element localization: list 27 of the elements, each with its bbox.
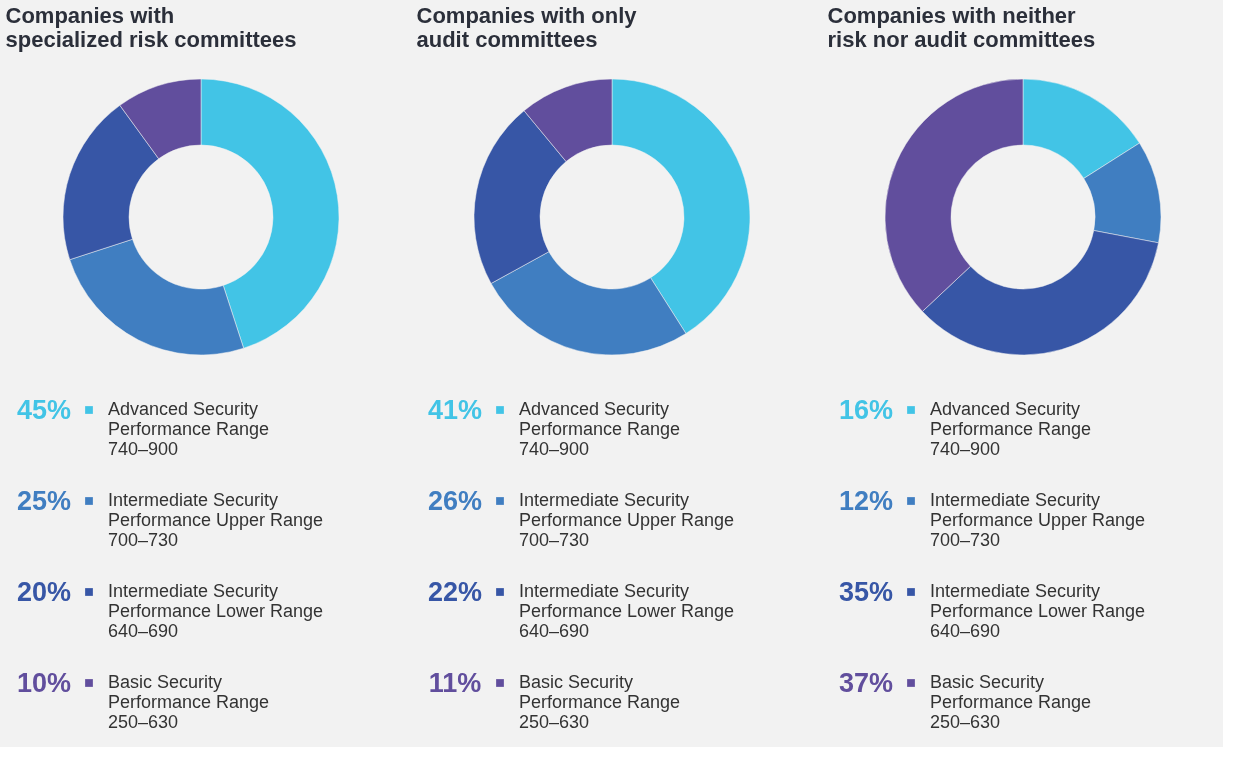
- data-label: 11%: [428, 668, 482, 698]
- data-label: 12%: [838, 486, 894, 516]
- data-label: 37%: [838, 668, 894, 698]
- chart-title: Companies with only audit committees: [416, 3, 638, 52]
- chart-title: Companies with neither risk nor audit committees: [827, 3, 1096, 52]
- legend-label: Intermediate Security Performance Upper Range 700–730: [108, 490, 324, 550]
- legend-label: Intermediate Security Performance Lower Range 640–690: [930, 581, 1146, 641]
- data-label: 35%: [838, 577, 894, 607]
- data-label: 20%: [16, 577, 72, 607]
- legend-label: Intermediate Security Performance Lower Range 640–690: [519, 581, 735, 641]
- legend-label: Basic Security Performance Range 250–630: [930, 672, 1092, 732]
- data-label: 41%: [427, 395, 483, 425]
- data-label: 22%: [427, 577, 483, 607]
- data-label: 45%: [16, 395, 72, 425]
- legend-label: Intermediate Security Performance Lower Range 640–690: [108, 581, 324, 641]
- legend-label: Advanced Security Performance Range 740–900: [930, 399, 1092, 459]
- legend-label: Advanced Security Performance Range 740–900: [108, 399, 270, 459]
- legend-label: Basic Security Performance Range 250–630: [519, 672, 681, 732]
- data-label: 26%: [427, 486, 483, 516]
- data-label: 25%: [16, 486, 72, 516]
- data-label: 10%: [16, 668, 72, 698]
- legend-label: Intermediate Security Performance Upper Range 700–730: [930, 490, 1146, 550]
- legend-label: Intermediate Security Performance Upper Range 700–730: [519, 490, 735, 550]
- legend-label: Advanced Security Performance Range 740–900: [519, 399, 681, 459]
- legend-label: Basic Security Performance Range 250–630: [108, 672, 270, 732]
- chart-title: Companies with specialized risk committees: [5, 3, 297, 52]
- data-label: 16%: [838, 395, 894, 425]
